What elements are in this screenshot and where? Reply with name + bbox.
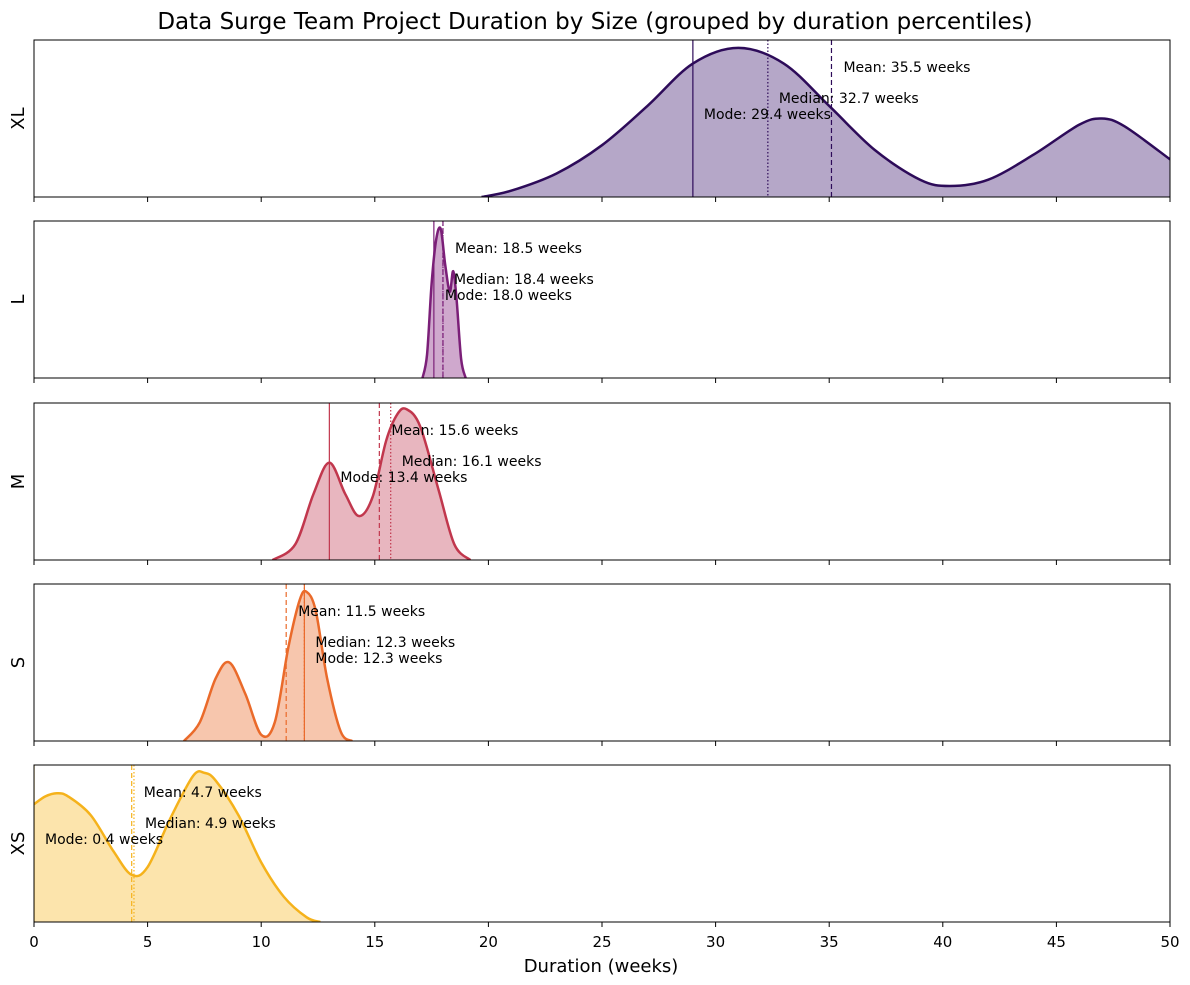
density-fill-xl [481, 47, 1170, 197]
row-label-m: M [8, 474, 29, 490]
density-line-l [421, 226, 467, 378]
mean-annotation: Mean: 4.7 weeks [144, 785, 262, 801]
panel-plot-area [182, 584, 353, 741]
median-annotation: Median: 12.3 weeks [315, 635, 455, 651]
mean-annotation: Mean: 11.5 weeks [298, 604, 425, 620]
density-line-xl [481, 46, 1170, 197]
mean-annotation: Mean: 18.5 weeks [455, 241, 582, 257]
mode-annotation: Mode: 0.4 weeks [45, 832, 163, 848]
panel-plot-area [271, 403, 472, 560]
x-tick-label: 5 [143, 933, 153, 951]
mode-annotation: Mode: 12.3 weeks [315, 651, 442, 667]
panel-frame [33, 402, 1171, 561]
panel-frame [33, 220, 1171, 379]
x-tick-label: 35 [820, 933, 839, 951]
mode-annotation: Mode: 29.4 weeks [704, 107, 831, 123]
row-label-l: L [8, 294, 29, 304]
median-annotation: Median: 16.1 weeks [402, 454, 542, 470]
density-line-xs [34, 770, 321, 922]
x-tick-label: 20 [479, 933, 498, 951]
x-axis-label: Duration (weeks) [524, 956, 679, 977]
x-tick-label: 30 [706, 933, 725, 951]
median-annotation: Median: 18.4 weeks [454, 272, 594, 288]
row-label-s: S [8, 657, 29, 668]
x-tick-label: 25 [592, 933, 611, 951]
row-label-xs: XS [8, 832, 29, 856]
x-axis: 0 5 10 15 20 25 30 35 40 45 50 [29, 933, 1179, 951]
median-annotation: Median: 4.9 weeks [145, 816, 276, 832]
x-tick-label: 15 [365, 933, 384, 951]
mode-annotation: Mode: 13.4 weeks [340, 470, 467, 486]
x-tick-label: 45 [1047, 933, 1066, 951]
row-label-xl: XL [8, 107, 29, 129]
x-tick-label: 0 [29, 933, 39, 951]
panel-plot-area [34, 765, 321, 922]
mode-annotation: Mode: 18.0 weeks [445, 288, 572, 304]
x-tick-label: 50 [1160, 933, 1179, 951]
x-tick-label: 40 [933, 933, 952, 951]
median-annotation: Median: 32.7 weeks [779, 91, 919, 107]
mean-annotation: Mean: 35.5 weeks [843, 60, 970, 76]
density-fill-m [272, 408, 471, 560]
panel-xl: Mean: 35.5 weeks Median: 32.7 weeksMode: … [8, 39, 1171, 202]
density-line-s [182, 589, 353, 741]
mean-annotation: Mean: 15.6 weeks [391, 423, 518, 439]
x-tick-label: 10 [252, 933, 271, 951]
panel-s: Mean: 11.5 weeks Median: 12.3 weeksMode: … [8, 583, 1171, 746]
density-line-m [271, 407, 472, 560]
density-fill-xs [34, 771, 321, 922]
panel-m: Mean: 15.6 weeks Median: 16.1 weeksMode: … [8, 402, 1171, 565]
panel-plot-area [481, 40, 1170, 197]
density-fill-s [183, 591, 353, 741]
chart-title: Data Surge Team Project Duration by Size… [157, 9, 1032, 35]
panel-plot-area [421, 221, 467, 378]
panel-l: Mean: 18.5 weeks Median: 18.4 weeksMode: … [8, 220, 1171, 383]
